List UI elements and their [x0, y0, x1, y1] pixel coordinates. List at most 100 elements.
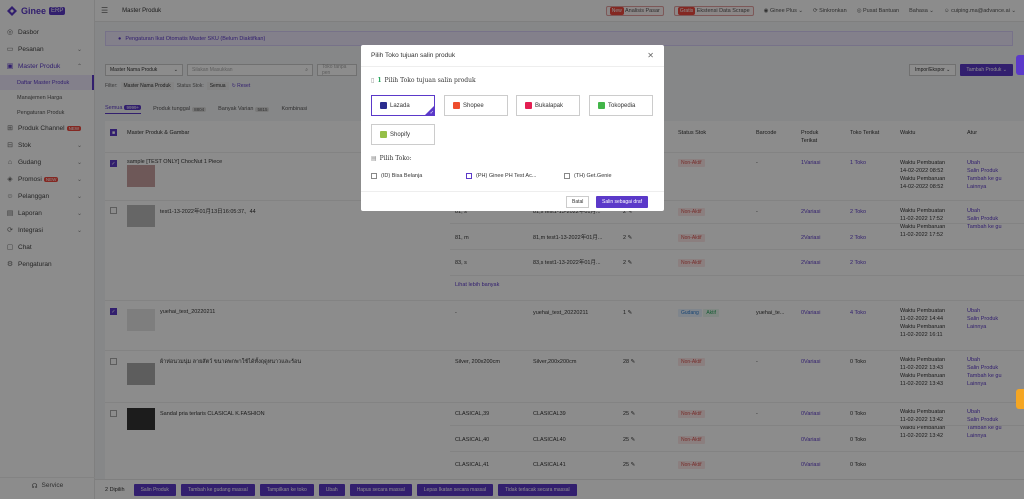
bulk-add-warehouse-button[interactable]: Tambah ke gudang massal: [180, 483, 255, 496]
qty[interactable]: 25 ✎: [623, 436, 635, 444]
variasi-link[interactable]: 0Variasi: [801, 411, 821, 417]
row-checkbox[interactable]: ✓: [110, 308, 117, 315]
show-to-store-button[interactable]: Tampilkan ke toko: [259, 483, 314, 496]
edit-icon[interactable]: ✎: [630, 437, 636, 443]
tab-banyak-varian[interactable]: Banyak Varian 5815: [218, 106, 270, 112]
add-to-warehouse-link[interactable]: Tambah ke gu: [967, 224, 1002, 230]
toko-link[interactable]: 2 Toko: [850, 209, 867, 215]
edit-icon[interactable]: ✎: [627, 209, 633, 215]
search-input[interactable]: Silakan Masukkan ⌕: [187, 64, 313, 76]
ginee-plus-menu[interactable]: ◉ Ginee Plus ⌄: [763, 8, 804, 14]
variasi-link[interactable]: 0Variasi: [801, 437, 821, 443]
add-to-warehouse-link[interactable]: Tambah ke gu: [967, 425, 1002, 431]
sidebar-item-gudang[interactable]: ⌂ Gudang ⌄: [0, 154, 94, 171]
sidebar-item-pengaturan[interactable]: ⚙ Pengaturan: [0, 256, 94, 273]
filter-chip[interactable]: Master Nama Produk: [120, 82, 174, 90]
edit-link[interactable]: Ubah: [967, 308, 981, 314]
product-name[interactable]: yuehai_test_20220211: [160, 309, 216, 315]
copy-product-link[interactable]: Salin Produk: [967, 168, 999, 174]
edit-icon[interactable]: ✎: [630, 359, 636, 365]
more-link[interactable]: Lainnya: [967, 324, 987, 330]
edit-link[interactable]: Ubah: [967, 357, 981, 363]
sidebar-subitem-daftar-master-produk[interactable]: Daftar Master Produk: [0, 75, 94, 90]
variasi-link[interactable]: 0Variasi: [801, 359, 821, 365]
channel-lazada[interactable]: Lazada ✓: [371, 95, 435, 116]
add-to-warehouse-link[interactable]: Tambah ke gu: [967, 176, 1002, 182]
sidebar-subitem-pengaturan-produk[interactable]: Pengaturan Produk: [17, 109, 65, 116]
copy-as-draft-button[interactable]: Salin sebagai draf: [596, 196, 649, 208]
toko-link[interactable]: 2 Toko: [850, 260, 867, 266]
help-center-link[interactable]: ◎ Pusat Bantuan: [856, 8, 900, 14]
copy-product-link[interactable]: Salin Produk: [967, 216, 999, 222]
more-link[interactable]: Lainnya: [967, 381, 987, 387]
edit-icon[interactable]: ✎: [630, 411, 636, 417]
store-checkbox[interactable]: [564, 173, 570, 179]
more-link[interactable]: Lainnya: [967, 433, 987, 439]
bulk-unbind-button[interactable]: Lepas Ikatan secara massal: [416, 483, 494, 496]
add-product-button[interactable]: Tambah Produk ⌄: [960, 64, 1013, 76]
sidebar-item-stok[interactable]: ⊟ Stok ⌄: [0, 137, 94, 154]
more-link[interactable]: Lainnya: [967, 184, 987, 190]
toko-link[interactable]: 1 Toko: [850, 160, 867, 166]
sync-button[interactable]: ⟳ Sinkronkan: [813, 8, 847, 14]
channel-tokopedia[interactable]: Tokopedia: [589, 95, 653, 116]
store-select[interactable]: Toko tanpa pen: [317, 64, 357, 76]
row-checkbox[interactable]: ✓: [110, 160, 117, 167]
variasi-link[interactable]: 1Variasi: [801, 160, 821, 166]
qty[interactable]: 2 ✎: [623, 208, 632, 216]
qty[interactable]: 28 ✎: [623, 358, 635, 366]
add-to-warehouse-link[interactable]: Tambah ke gu: [967, 373, 1002, 379]
product-name[interactable]: Sandal pria terlaris CLASICAL K.FASHION: [160, 411, 265, 417]
user-menu[interactable]: ☺ cuiping.ma@advance.ai ⌄: [943, 8, 1016, 14]
language-menu[interactable]: Bahasa ⌄: [909, 8, 934, 14]
row-checkbox[interactable]: [110, 358, 117, 365]
qty[interactable]: 2 ✎: [623, 259, 632, 267]
sidebar-item-master-produk[interactable]: ▣ Master Produk ⌃: [0, 58, 94, 75]
sidebar-item-pelanggan[interactable]: ☺ Pelanggan ⌄: [0, 188, 94, 205]
edit-link[interactable]: Ubah: [967, 409, 981, 415]
toko-link[interactable]: 2 Toko: [850, 235, 867, 241]
close-icon[interactable]: ✕: [647, 51, 654, 60]
variasi-link[interactable]: 2Variasi: [801, 235, 821, 241]
sidebar-item-produk-channel[interactable]: ⊞ Produk Channel NEW: [0, 120, 94, 137]
sidebar-item-promosi[interactable]: ◈ Promosi NEW ⌄: [0, 171, 94, 188]
product-name[interactable]: sample [TEST ONLY] ChocNut 1 Piece: [127, 159, 223, 165]
row-checkbox[interactable]: [110, 410, 117, 417]
feedback-icon[interactable]: [1016, 389, 1024, 409]
sidebar-item-chat[interactable]: ▢ Chat: [0, 239, 94, 256]
product-name[interactable]: ผ้าห่อนวมนุ่ม ลายสัตว์ ขนาดพกพาใช้ได้ทั้…: [160, 359, 302, 365]
import-export-button[interactable]: Impor/Ekspor ⌄: [909, 64, 957, 76]
sidebar-item-laporan[interactable]: ▤ Laporan ⌄: [0, 205, 94, 222]
variasi-link[interactable]: 0Variasi: [801, 462, 821, 468]
bulk-untrack-button[interactable]: Tidak terlacak secara massal: [498, 483, 577, 496]
see-more-link[interactable]: Lihat lebih banyak: [455, 282, 500, 288]
product-name[interactable]: test1-13-2022年01月13日16:05:37、44: [160, 209, 256, 215]
filter-chip[interactable]: Semua: [206, 82, 229, 90]
edit-link[interactable]: Ubah: [967, 160, 981, 166]
variasi-link[interactable]: 0Variasi: [801, 310, 821, 316]
store-option[interactable]: (PH) Ginee PH Test Ac...: [466, 173, 536, 179]
store-checkbox[interactable]: [466, 173, 472, 179]
select-all-checkbox[interactable]: ■: [110, 129, 117, 136]
tab-kombinasi[interactable]: Kombinasi: [281, 106, 307, 112]
search-field-select[interactable]: Master Nama Produk ⌄: [105, 64, 183, 76]
store-option[interactable]: (ID) Bisa Belanja: [371, 173, 422, 179]
sidebar-item-pesanan[interactable]: ▭ Pesanan ⌄: [0, 41, 94, 58]
sidebar-subitem-manajemen-harga[interactable]: Manajemen Harga: [17, 94, 63, 101]
reset-button[interactable]: ↻ Reset: [231, 83, 251, 89]
bulk-delete-button[interactable]: Hapus secara massal: [349, 483, 412, 496]
tab-produk-tunggal[interactable]: Produk tunggal 8804: [153, 106, 207, 112]
analisis-pasar-link[interactable]: New Analisis Pasar: [605, 6, 664, 16]
toko-link[interactable]: 4 Toko: [850, 310, 867, 316]
channel-bukalapak[interactable]: Bukalapak: [516, 95, 580, 116]
qty[interactable]: 25 ✎: [623, 410, 635, 418]
edit-icon[interactable]: ✎: [630, 462, 636, 468]
menu-icon[interactable]: ☰: [101, 6, 109, 15]
sidebar-item-dasbor[interactable]: ◎ Dasbor: [0, 24, 94, 41]
sidebar-item-integrasi[interactable]: ⟳ Integrasi ⌄: [0, 222, 94, 239]
qty[interactable]: 2 ✎: [623, 234, 632, 242]
cancel-button[interactable]: Batal: [566, 196, 590, 208]
row-checkbox[interactable]: [110, 207, 117, 214]
variasi-link[interactable]: 2Variasi: [801, 260, 821, 266]
edit-icon[interactable]: ✎: [627, 310, 633, 316]
